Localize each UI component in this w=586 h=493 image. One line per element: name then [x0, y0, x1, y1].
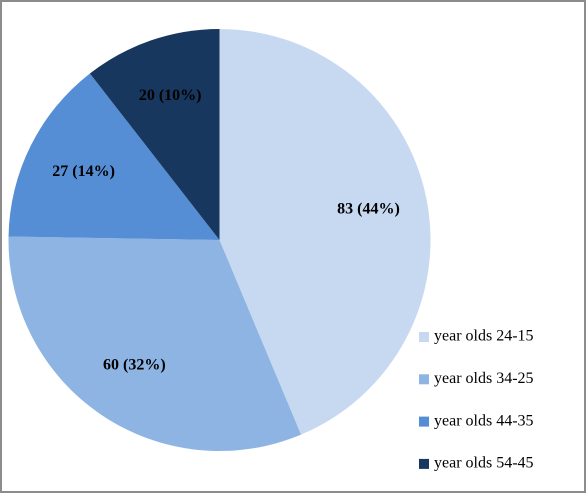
- legend-swatch: [419, 458, 429, 469]
- data-label: 83 (44%): [337, 201, 400, 218]
- legend-swatch: [419, 416, 429, 427]
- data-label: 60 (32%): [103, 356, 166, 373]
- data-label: 20 (10%): [139, 87, 202, 104]
- legend-label: year olds 44-35: [434, 412, 534, 429]
- legend-label: year olds 54-45: [434, 455, 534, 472]
- legend-label: year olds 34-25: [434, 370, 534, 387]
- pie-slice: [89, 29, 220, 240]
- legend-swatch: [419, 374, 429, 385]
- legend-label: year olds 24-15: [434, 328, 534, 345]
- pie-slice: [8, 236, 302, 451]
- pie-slice: [219, 29, 431, 435]
- data-label: 27 (14%): [52, 163, 115, 180]
- pie-slice: [8, 73, 220, 240]
- legend-swatch: [419, 332, 429, 342]
